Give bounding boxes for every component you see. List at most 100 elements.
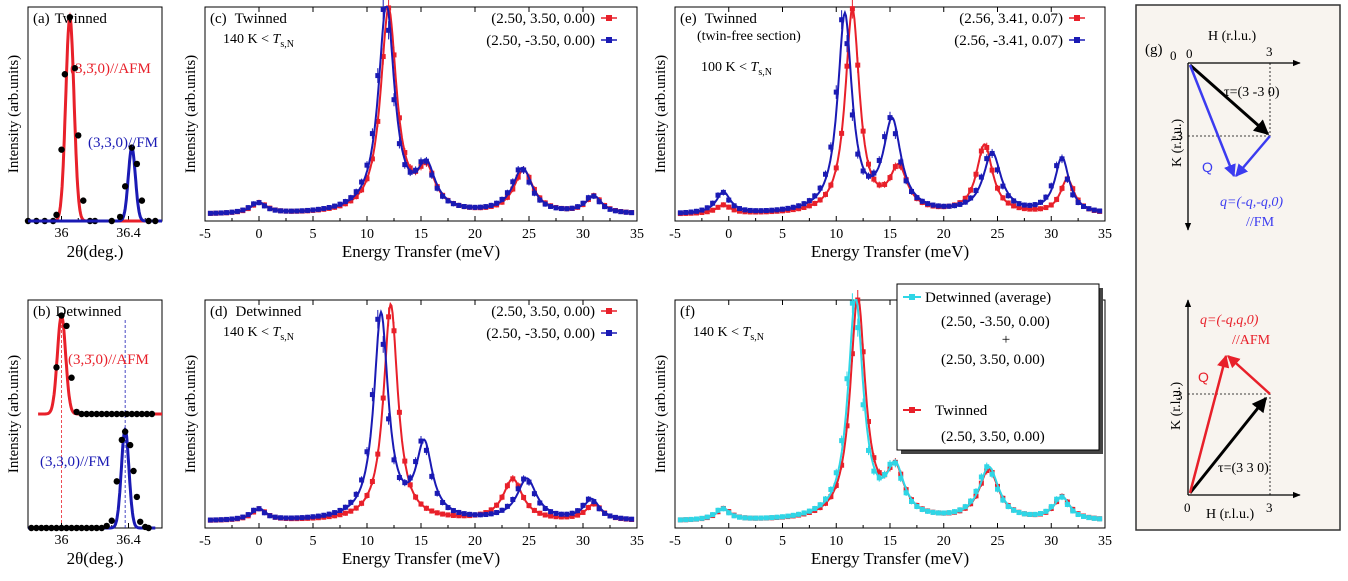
data-point [294,208,300,214]
data-point [715,192,721,198]
data-point [375,451,381,457]
data-point [429,172,435,178]
data-point [860,168,866,174]
data-point [1032,511,1038,517]
data-point [440,511,446,517]
data-point [1043,194,1049,200]
data-point [737,206,742,212]
data-point [407,475,413,481]
data-point [973,188,979,194]
data-point [118,436,126,444]
data-point [796,511,802,517]
data-point [710,200,716,206]
data-point [957,507,963,513]
data-point [113,410,120,418]
data-point [108,217,115,225]
data-point [995,185,1000,191]
data-point [58,524,65,532]
data-point [364,162,370,168]
data-point [348,508,354,514]
data-point [510,497,516,503]
data-point [531,491,537,497]
legend-label: (2.50, -3.50, 0.00) [486,33,595,49]
data-point [731,207,737,213]
data-point [1048,183,1054,189]
data-point [1011,203,1017,209]
data-point [1021,206,1027,212]
data-point [715,507,721,513]
data-point [396,474,402,480]
data-point [737,208,742,214]
data-point [898,163,904,169]
data-point [332,513,338,519]
data-point [790,204,796,210]
Q-label: Q [1198,369,1209,385]
data-point [1032,206,1038,212]
data-point [914,504,920,510]
data-point [580,200,586,206]
data-point [456,202,462,208]
data-point [342,199,348,205]
legend-label: Twinned [935,403,988,419]
x-tick-label: -5 [199,227,211,242]
data-point [833,470,839,476]
data-point [618,209,624,215]
data-point [483,512,489,518]
data-point [240,207,246,213]
data-point [418,163,424,169]
data-point [564,511,570,517]
data-point [866,419,871,425]
data-point [386,314,392,320]
data-point [1021,511,1027,517]
x-axis-label: 2θ(deg.) [67,549,124,568]
data-point [531,507,537,513]
data-point [833,89,839,95]
data-point [602,510,608,516]
q-label: q=(-q,-q,0) [1220,195,1283,210]
data-point [267,206,273,212]
data-point [569,205,575,211]
x-tick-label: 10 [829,534,843,549]
data-point [78,524,85,532]
data-point [326,511,332,517]
panel-label: (c) Twinned [210,11,287,27]
data-point [844,63,850,69]
data-point [375,316,381,322]
condition-T: T [751,60,760,75]
data-point [521,494,527,500]
data-point [973,488,979,494]
data-point [591,499,597,505]
data-point [272,207,278,213]
data-point [855,62,861,68]
data-point [429,508,435,514]
data-point [53,211,60,219]
legend-marker [606,37,612,43]
panel-label: (e) Twinned [680,11,757,27]
data-point [353,189,359,195]
data-point [126,441,134,449]
data-point [839,438,845,444]
data-point [359,477,365,483]
data-point [580,509,586,515]
data-point [423,447,429,453]
data-point [925,201,931,207]
data-point [984,144,990,150]
data-point [774,514,780,520]
peak-fm [28,426,156,532]
data-point [337,201,343,207]
data-point [467,204,473,210]
data-point [699,207,705,213]
x-tick-label: 25 [522,227,536,242]
x-tick-label: 5 [779,227,786,242]
data-point [526,179,532,185]
data-point [103,410,110,418]
data-point [892,460,898,466]
data-point [461,204,467,210]
data-point [941,510,947,516]
data-point [63,524,70,532]
data-point [83,524,90,532]
data-point [118,410,126,418]
data-point [720,189,726,195]
data-point [353,194,359,200]
data-point [1016,205,1022,211]
